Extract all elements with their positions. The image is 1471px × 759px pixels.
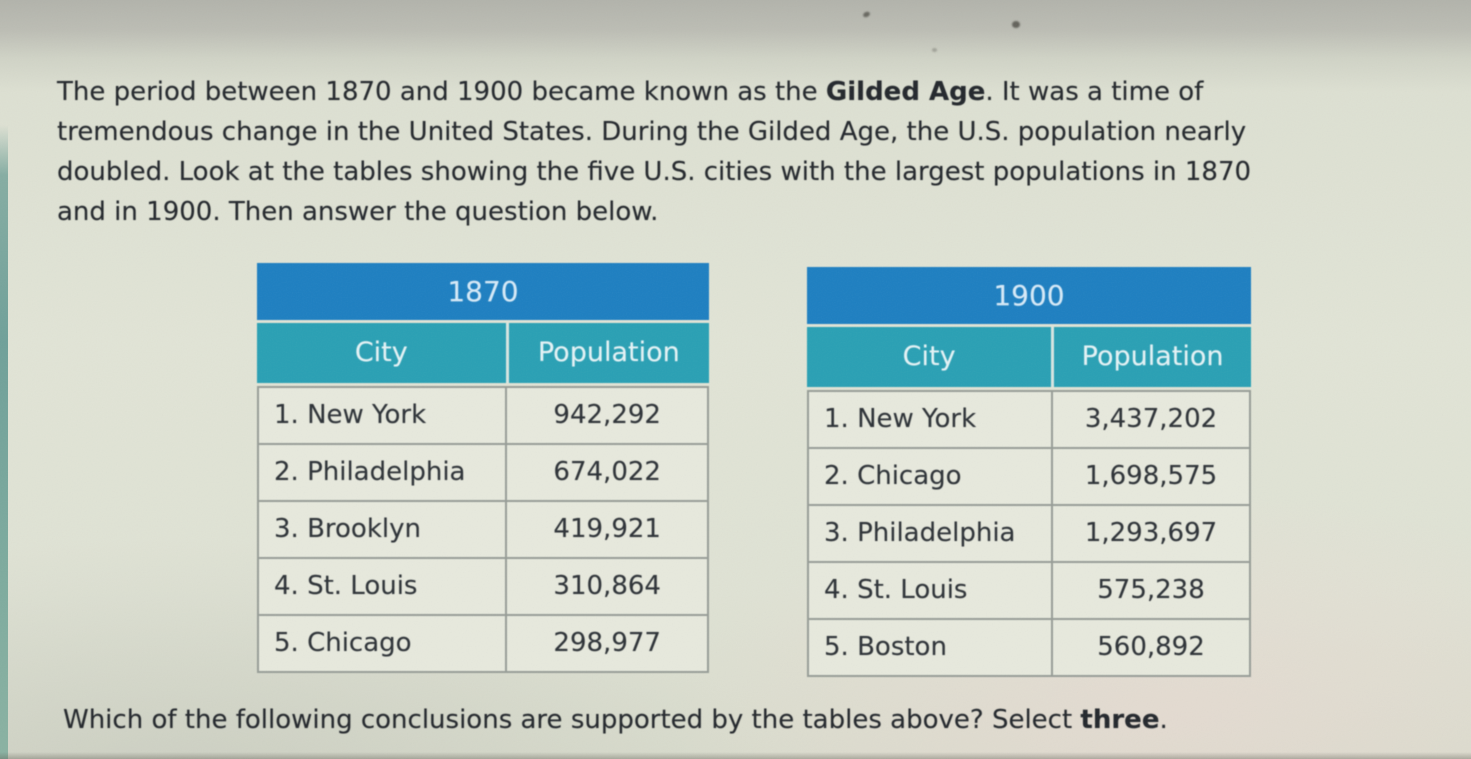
population-cell: 1,293,697 [1051, 506, 1249, 561]
population-cell: 3,437,202 [1051, 392, 1249, 447]
table-row: 3. Philadelphia 1,293,697 [809, 504, 1249, 561]
population-cell: 419,921 [505, 502, 707, 557]
question-text: Which of the following conclusions are s… [63, 702, 1463, 738]
population-cell: 298,977 [505, 616, 707, 671]
intro-line: The period between 1870 and 1900 became … [57, 72, 1457, 112]
dust-speck [1012, 21, 1020, 28]
table-header-row: City Population [807, 327, 1251, 387]
intro-text: . It was a time of [985, 77, 1204, 107]
city-cell: 4. St. Louis [274, 571, 418, 601]
gilded-age-bold-text: Gilded Age [825, 77, 986, 107]
city-cell: 2. Philadelphia [274, 457, 466, 487]
question-pre-text: Which of the following conclusions are s… [63, 705, 1081, 735]
city-cell: 2. Chicago [824, 461, 962, 491]
intro-text: The period between 1870 and 1900 became … [57, 77, 826, 107]
population-cell: 560,892 [1051, 620, 1249, 675]
city-cell: 1. New York [274, 400, 427, 430]
select-three-bold-text: three [1080, 705, 1160, 735]
city-cell: 1. New York [824, 404, 977, 434]
population-table-1900: 1900 City Population 1. New York 3,437,2… [807, 267, 1251, 677]
city-cell: 5. Chicago [274, 628, 412, 658]
table-row: 4. St. Louis 310,864 [259, 557, 707, 614]
table-body: 1. New York 3,437,202 2. Chicago 1,698,5… [807, 390, 1251, 677]
city-cell: 3. Brooklyn [274, 514, 421, 544]
population-cell: 942,292 [505, 388, 707, 443]
table-row: 5. Chicago 298,977 [259, 614, 707, 671]
table-body: 1. New York 942,292 2. Philadelphia 674,… [257, 386, 709, 673]
population-cell: 1,698,575 [1051, 449, 1249, 504]
table-row: 1. New York 942,292 [259, 388, 707, 443]
dust-speck [862, 10, 871, 19]
intro-line: doubled. Look at the tables showing the … [57, 157, 1252, 187]
table-row: 2. Philadelphia 674,022 [259, 443, 707, 500]
column-header-population: Population [505, 323, 709, 383]
city-cell: 3. Philadelphia [824, 518, 1016, 548]
table-row: 4. St. Louis 575,238 [809, 561, 1249, 618]
population-cell: 575,238 [1051, 563, 1249, 618]
intro-line: tremendous change in the United States. … [57, 117, 1247, 147]
intro-paragraph: The period between 1870 and 1900 became … [57, 72, 1457, 232]
column-header-city: City [354, 337, 408, 368]
column-header-population: Population [1051, 327, 1251, 387]
population-cell: 310,864 [505, 559, 707, 614]
city-cell: 4. St. Louis [824, 575, 968, 605]
intro-line: and in 1900. Then answer the question be… [57, 197, 659, 227]
dust-speck [932, 48, 937, 52]
question-post-text: . [1159, 705, 1168, 735]
table-title: 1900 [807, 267, 1251, 324]
table-row: 3. Brooklyn 419,921 [259, 500, 707, 557]
population-cell: 674,022 [505, 445, 707, 500]
population-table-1870: 1870 City Population 1. New York 942,292… [257, 263, 709, 673]
table-title: 1870 [257, 263, 709, 320]
table-row: 1. New York 3,437,202 [809, 392, 1249, 447]
table-row: 5. Boston 560,892 [809, 618, 1249, 675]
table-row: 2. Chicago 1,698,575 [809, 447, 1249, 504]
table-header-row: City Population [257, 323, 709, 383]
city-cell: 5. Boston [824, 632, 947, 662]
column-header-city: City [902, 341, 956, 372]
bottom-edge-shadow [0, 752, 1471, 759]
